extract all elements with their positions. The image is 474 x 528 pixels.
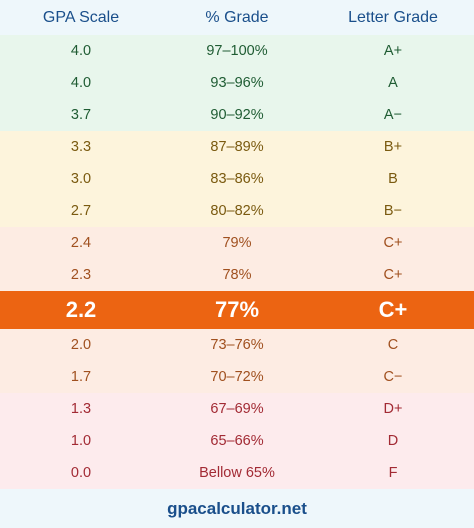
- table-row: 3.3 87–89% B+: [0, 131, 474, 163]
- gpa-cell: 3.7: [70, 107, 92, 123]
- table-row: 4.0 97–100% A+: [0, 35, 474, 67]
- gpa-cell: 3.3: [70, 139, 92, 155]
- table-row: 1.7 70–72% C−: [0, 361, 474, 393]
- table-row: 2.7 80–82% B−: [0, 195, 474, 227]
- table-header: GPA Scale % Grade Letter Grade: [0, 0, 474, 35]
- letter-cell: C: [387, 337, 399, 353]
- header-letter-grade: Letter Grade: [348, 8, 438, 26]
- percent-cell: 83–86%: [210, 171, 264, 187]
- gpa-cell: 2.2: [65, 297, 97, 322]
- gpa-cell: 3.0: [70, 171, 92, 187]
- footer: gpacalculator.net: [0, 489, 474, 528]
- table-row: 1.0 65–66% D: [0, 425, 474, 457]
- gpa-cell: 4.0: [70, 43, 92, 59]
- gpa-cell: 1.7: [70, 369, 92, 385]
- percent-cell: 70–72%: [210, 369, 264, 385]
- header-gpa-scale: GPA Scale: [42, 8, 120, 26]
- gpa-cell: 1.3: [70, 401, 92, 417]
- header-percent-grade: % Grade: [205, 8, 269, 26]
- percent-cell: 90–92%: [210, 107, 264, 123]
- table-row: 3.0 83–86% B: [0, 163, 474, 195]
- percent-cell: 97–100%: [206, 43, 268, 59]
- table-row: 4.0 93–96% A: [0, 67, 474, 99]
- table-row: 2.4 79% C+: [0, 227, 474, 259]
- table-row: 3.7 90–92% A−: [0, 99, 474, 131]
- percent-cell: Bellow 65%: [199, 465, 275, 481]
- site-name: gpacalculator.net: [167, 498, 307, 518]
- table-row: 2.0 73–76% C: [0, 329, 474, 361]
- table-row: 0.0 Bellow 65% F: [0, 457, 474, 489]
- letter-cell: A: [388, 75, 398, 91]
- letter-cell: A+: [383, 43, 403, 59]
- gpa-cell: 4.0: [70, 75, 92, 91]
- percent-cell: 87–89%: [210, 139, 264, 155]
- percent-cell: 67–69%: [210, 401, 264, 417]
- letter-cell: C+: [383, 235, 403, 251]
- table-row: 2.3 78% C+: [0, 259, 474, 291]
- letter-cell: D: [387, 433, 399, 449]
- table-row: 1.3 67–69% D+: [0, 393, 474, 425]
- percent-cell: 78%: [222, 267, 252, 283]
- letter-cell: B+: [383, 139, 403, 155]
- percent-cell: 79%: [222, 235, 252, 251]
- gpa-cell: 2.7: [70, 203, 92, 219]
- table-body: 4.0 97–100% A+ 4.0 93–96% A 3.7 90–92% A− 3.3 87–8…: [0, 35, 474, 489]
- gpa-cell: 0.0: [70, 465, 92, 481]
- letter-cell: C−: [383, 369, 403, 385]
- letter-cell: C+: [378, 297, 408, 322]
- percent-cell: 80–82%: [210, 203, 264, 219]
- letter-cell: F: [388, 465, 398, 481]
- percent-cell: 73–76%: [210, 337, 264, 353]
- gpa-cell: 1.0: [70, 433, 92, 449]
- gpa-cell: 2.3: [70, 267, 92, 283]
- letter-cell: B: [388, 171, 398, 187]
- percent-cell: 77%: [214, 297, 260, 322]
- letter-cell: D+: [383, 401, 403, 417]
- percent-cell: 65–66%: [210, 433, 264, 449]
- gpa-cell: 2.4: [70, 235, 92, 251]
- letter-cell: A−: [383, 107, 403, 123]
- letter-cell: C+: [383, 267, 403, 283]
- table-row-highlighted: 2.2 77% C+: [0, 291, 474, 329]
- percent-cell: 93–96%: [210, 75, 264, 91]
- letter-cell: B−: [383, 203, 403, 219]
- gpa-cell: 2.0: [70, 337, 92, 353]
